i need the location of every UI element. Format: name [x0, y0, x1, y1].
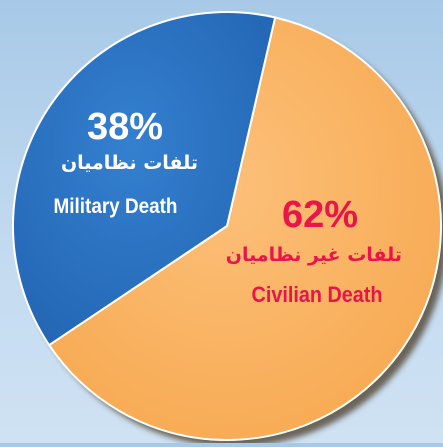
military-english-label: Military Death	[53, 195, 178, 218]
pie-slice-military	[12, 10, 277, 347]
pie-slice-civilian	[47, 16, 442, 441]
military-persian-label: تلفات نظامیان	[60, 152, 198, 174]
civilian-english-label: Civilian Death	[251, 282, 383, 307]
civilian-persian-label: تلفات غیر نظامیان	[225, 244, 402, 266]
military-percent-label: 38%	[86, 106, 164, 148]
civilian-percent-label: 62%	[281, 194, 359, 236]
